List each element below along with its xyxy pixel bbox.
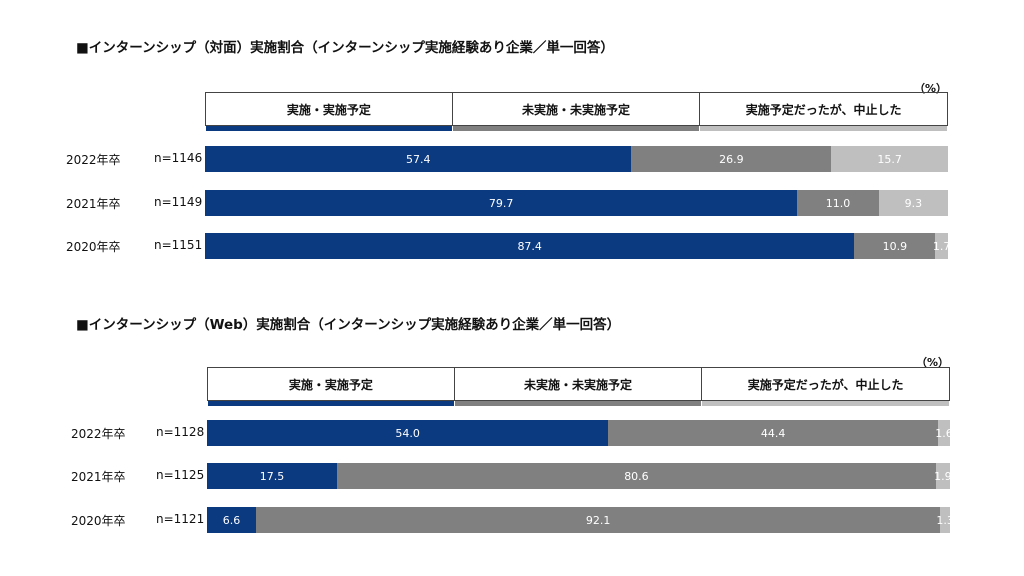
bar-segment-implemented: 57.4 (205, 146, 632, 172)
bar-segment-cancelled: 1.9 (934, 463, 952, 489)
stacked-bar: 54.0 44.4 1.6 (207, 420, 953, 446)
data-label: 80.6 (624, 469, 649, 483)
row-sample-size: n=1128 (156, 425, 205, 439)
row-label: 2021年卒 (66, 197, 121, 211)
bar-segment-cancelled: 15.7 (831, 146, 948, 172)
row-label: 2021年卒 (71, 470, 126, 484)
legend-label: 未実施・未実施予定 (521, 102, 630, 117)
legend-label: 実施予定だったが、中止した (745, 102, 902, 117)
row-label: 2022年卒 (66, 153, 121, 167)
legend-swatch (206, 126, 452, 131)
row-label: 2020年卒 (71, 514, 126, 528)
bar-segment-not-implemented: 11.0 (797, 190, 879, 216)
data-label: 15.7 (877, 152, 902, 166)
bar-segment-implemented: 54.0 (207, 420, 609, 446)
legend-label: 実施・実施予定 (288, 377, 373, 392)
bar-segment-not-implemented: 44.4 (608, 420, 939, 446)
legend-item-cancelled: 実施予定だったが、中止した (700, 92, 948, 131)
unit-label: （%） (916, 356, 950, 369)
legend-item-cancelled: 実施予定だったが、中止した (702, 367, 950, 406)
legend-swatch (208, 401, 454, 406)
row-sample-size: n=1121 (156, 512, 205, 526)
bar-segment-implemented: 6.6 (207, 507, 257, 533)
row-sample-size: n=1151 (154, 238, 203, 252)
row-sample-size: n=1149 (154, 195, 203, 209)
data-label: 92.1 (585, 513, 611, 527)
legend-item-implemented: 実施・実施予定 (207, 367, 455, 406)
stacked-bar: 87.4 10.9 1.7 (205, 233, 951, 259)
data-label: 1.9 (934, 469, 952, 483)
stacked-bar: 57.4 26.9 15.7 (205, 146, 948, 172)
data-label: 44.4 (760, 426, 786, 440)
data-label: 11.0 (825, 196, 851, 210)
row-label: 2020年卒 (66, 240, 121, 254)
data-label: 9.3 (904, 196, 923, 210)
bar-segment-cancelled: 9.3 (878, 190, 948, 216)
legend-swatch (700, 126, 947, 131)
legend-label: 未実施・未実施予定 (523, 377, 632, 392)
row-sample-size: n=1146 (154, 151, 203, 165)
legend-label: 実施予定だったが、中止した (747, 377, 904, 392)
chart-title: ■インターンシップ（対面）実施割合（インターンシップ実施経験あり企業／単一回答） (76, 40, 614, 56)
data-label: 1.7 (932, 239, 951, 253)
legend-item-implemented: 実施・実施予定 (205, 92, 453, 131)
data-label: 1.3 (936, 513, 954, 527)
stacked-bar: 6.6 92.1 1.3 (207, 507, 954, 533)
data-label: 10.9 (882, 239, 908, 253)
data-label: 79.7 (488, 196, 514, 210)
data-label: 1.6 (935, 426, 953, 440)
legend-swatch (454, 401, 702, 406)
data-label: 87.4 (517, 239, 542, 253)
data-label: 54.0 (395, 426, 420, 440)
legend: 実施・実施予定 未実施・未実施予定 実施予定だったが、中止した (205, 92, 948, 131)
bar-segment-cancelled: 1.7 (932, 233, 951, 259)
bar-segment-not-implemented: 80.6 (337, 463, 936, 489)
bar-segment-cancelled: 1.6 (935, 420, 953, 446)
legend: 実施・実施予定 未実施・未実施予定 実施予定だったが、中止した (207, 367, 950, 406)
bar-segment-implemented: 79.7 (205, 190, 798, 216)
data-label: 17.5 (259, 469, 285, 483)
chart-title: ■インターンシップ（Web）実施割合（インターンシップ実施経験あり企業／単一回答… (76, 317, 621, 333)
stacked-bar: 17.5 80.6 1.9 (207, 463, 952, 489)
legend-item-not-implemented: 未実施・未実施予定 (454, 367, 703, 406)
data-label: 6.6 (222, 513, 241, 527)
legend-swatch (702, 401, 949, 406)
unit-label: （%） (914, 82, 948, 95)
bar-segment-not-implemented: 10.9 (854, 233, 936, 259)
bar-segment-not-implemented: 92.1 (256, 507, 941, 533)
legend-item-not-implemented: 未実施・未実施予定 (452, 92, 701, 131)
data-label: 26.9 (719, 152, 744, 166)
bar-segment-cancelled: 1.3 (936, 507, 954, 533)
data-label: 57.4 (405, 152, 431, 166)
row-label: 2022年卒 (71, 427, 126, 441)
bar-segment-not-implemented: 26.9 (631, 146, 832, 172)
row-sample-size: n=1125 (156, 468, 205, 482)
bar-segment-implemented: 17.5 (207, 463, 338, 489)
legend-label: 実施・実施予定 (286, 102, 371, 117)
legend-swatch (452, 126, 700, 131)
stacked-bar: 79.7 11.0 9.3 (205, 190, 948, 216)
bar-segment-implemented: 87.4 (205, 233, 855, 259)
